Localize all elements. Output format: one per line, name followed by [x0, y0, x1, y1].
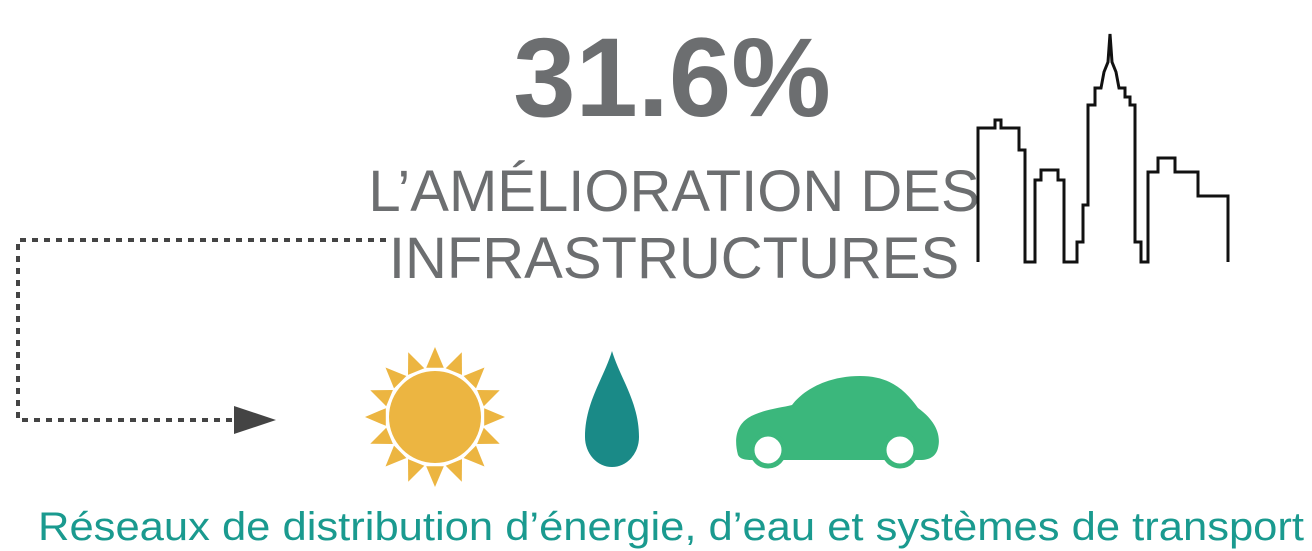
sun-ray — [365, 408, 386, 426]
headline-line: L’AMÉLIORATION DES — [368, 159, 979, 224]
car-wheel — [884, 434, 916, 466]
page: {"headline": {"figure": "31.6%", "lines"… — [0, 0, 1312, 551]
sun-icon — [365, 347, 505, 487]
sun-ray — [408, 352, 424, 375]
car-wheel — [752, 434, 784, 466]
sun-ray — [426, 466, 444, 487]
arrow-head — [234, 406, 276, 434]
sun-ray — [477, 390, 500, 406]
sun-ray — [446, 352, 462, 375]
skyline-icon — [978, 34, 1228, 262]
headline-figure: 31.6% — [513, 15, 831, 140]
sun-ray — [446, 459, 462, 482]
sun-ray — [370, 390, 393, 406]
infographic: 31.6% L’AMÉLIORATION DES INFRASTRUCTURES… — [0, 0, 1312, 551]
sun-ray — [408, 459, 424, 482]
water-drop-icon — [585, 351, 639, 467]
sun-ray — [477, 428, 500, 444]
sun-ray — [370, 428, 393, 444]
headline-line: INFRASTRUCTURES — [389, 226, 959, 291]
dotted-connector — [18, 240, 386, 420]
sun-ray — [426, 347, 444, 368]
caption: Réseaux de distribution d’énergie, d’eau… — [38, 505, 1304, 549]
sun-disc — [389, 371, 481, 463]
sun-ray — [484, 408, 505, 426]
